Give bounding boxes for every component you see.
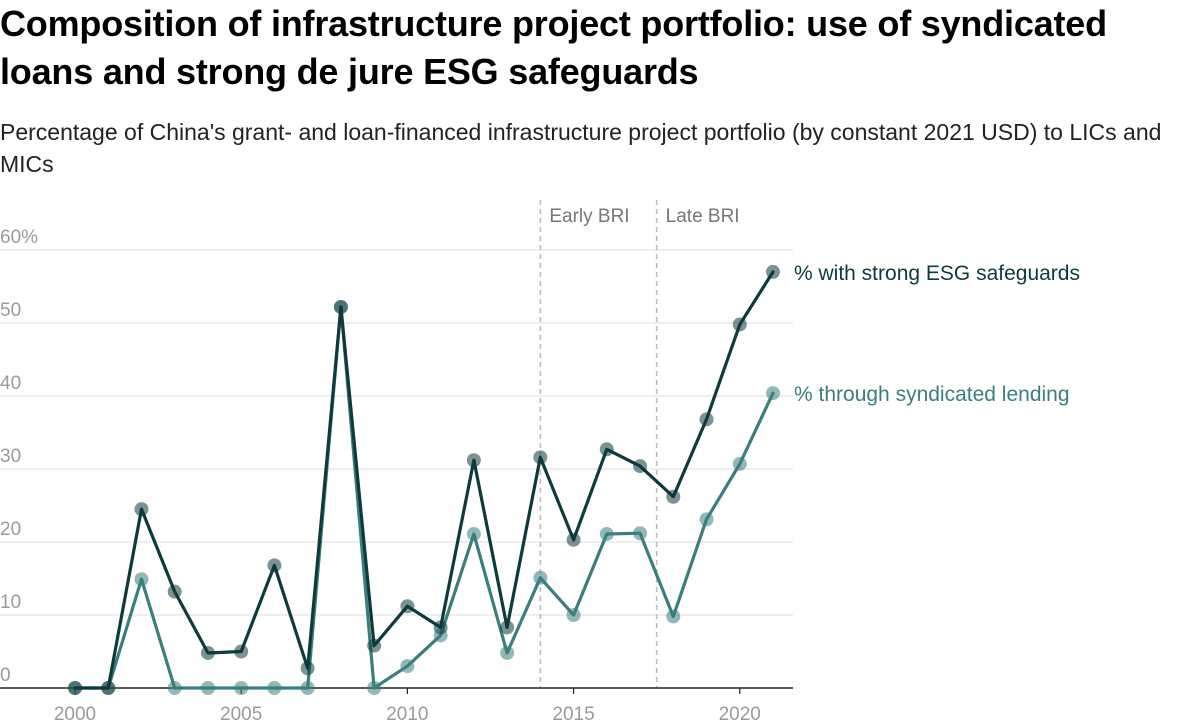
data-point-s1-2019 [699,512,714,527]
y-tick-label-50: 50 [0,300,21,321]
data-point-s0-2010 [400,599,415,614]
x-tick-label-2000: 2000 [54,704,96,723]
data-point-s0-2011 [433,620,448,635]
era-label-1: Late BRI [666,206,740,227]
y-tick-label-10: 10 [0,592,21,613]
data-point-s1-2005 [234,681,249,695]
data-point-s0-2013 [500,620,515,635]
y-tick-label-40: 40 [0,373,21,394]
data-point-s0-2000 [68,681,82,695]
data-point-s1-2021 [766,386,780,401]
data-point-s0-2020 [732,317,747,332]
series-labels: % with strong ESG safeguards % through sy… [794,262,1080,406]
data-point-s1-2007 [300,681,315,695]
data-point-s0-2018 [666,489,681,504]
y-tick-label-0: 0 [0,665,11,686]
x-tick-label-2005: 2005 [220,704,262,723]
y-tick-label-60: 60% [0,227,38,248]
chart-title: Composition of infrastructure project po… [0,3,1107,92]
data-point-s0-2006 [267,558,282,573]
data-point-s1-2006 [267,681,282,695]
data-point-s0-2015 [566,532,581,547]
data-point-s1-2009 [367,681,382,695]
data-point-s0-2009 [367,638,382,653]
data-point-s0-2012 [466,453,481,468]
data-point-s0-2007 [300,661,315,676]
data-point-s0-2017 [633,459,648,474]
data-point-s1-2017 [633,526,648,541]
data-point-s0-2005 [234,644,249,659]
data-point-s0-2002 [134,502,149,517]
data-point-s0-2003 [167,584,182,599]
data-point-s0-2008 [333,299,348,314]
data-point-s0-2016 [599,442,614,457]
series-line-0 [73,270,775,690]
y-tick-label-30: 30 [0,446,21,467]
series-label-1: % through syndicated lending [794,383,1070,406]
series-line-1 [73,305,775,690]
x-tick-label-2015: 2015 [552,704,594,723]
data-point-s1-2002 [134,572,149,587]
series-label-0: % with strong ESG safeguards [794,262,1080,285]
data-point-s1-2003 [167,681,182,695]
data-point-s1-2016 [599,526,614,541]
series [68,264,780,695]
data-point-s1-2010 [400,659,415,674]
x-tick-label-2010: 2010 [386,704,428,723]
data-point-s0-2021 [766,264,780,279]
chart-subtitle: Percentage of China's grant- and loan-fi… [0,119,1162,177]
data-point-s0-2004 [200,645,215,660]
data-point-s1-2013 [500,645,515,660]
axes: 2000 2005 2010 2015 2020 [0,687,793,723]
data-point-s0-2019 [699,412,714,427]
data-point-s1-2012 [466,526,481,541]
data-point-s1-2015 [566,608,581,622]
data-point-s1-2014 [533,570,548,585]
era-label-0: Early BRI [549,206,629,227]
data-point-s1-2020 [732,456,747,471]
data-point-s0-2001 [101,681,116,695]
x-tick-label-2020: 2020 [719,704,761,723]
y-tick-label-20: 20 [0,519,21,540]
data-point-s1-2004 [200,681,215,695]
data-point-s1-2018 [666,609,681,624]
data-point-s0-2014 [533,450,548,465]
era-markers: Early BRI Late BRI [539,200,740,688]
